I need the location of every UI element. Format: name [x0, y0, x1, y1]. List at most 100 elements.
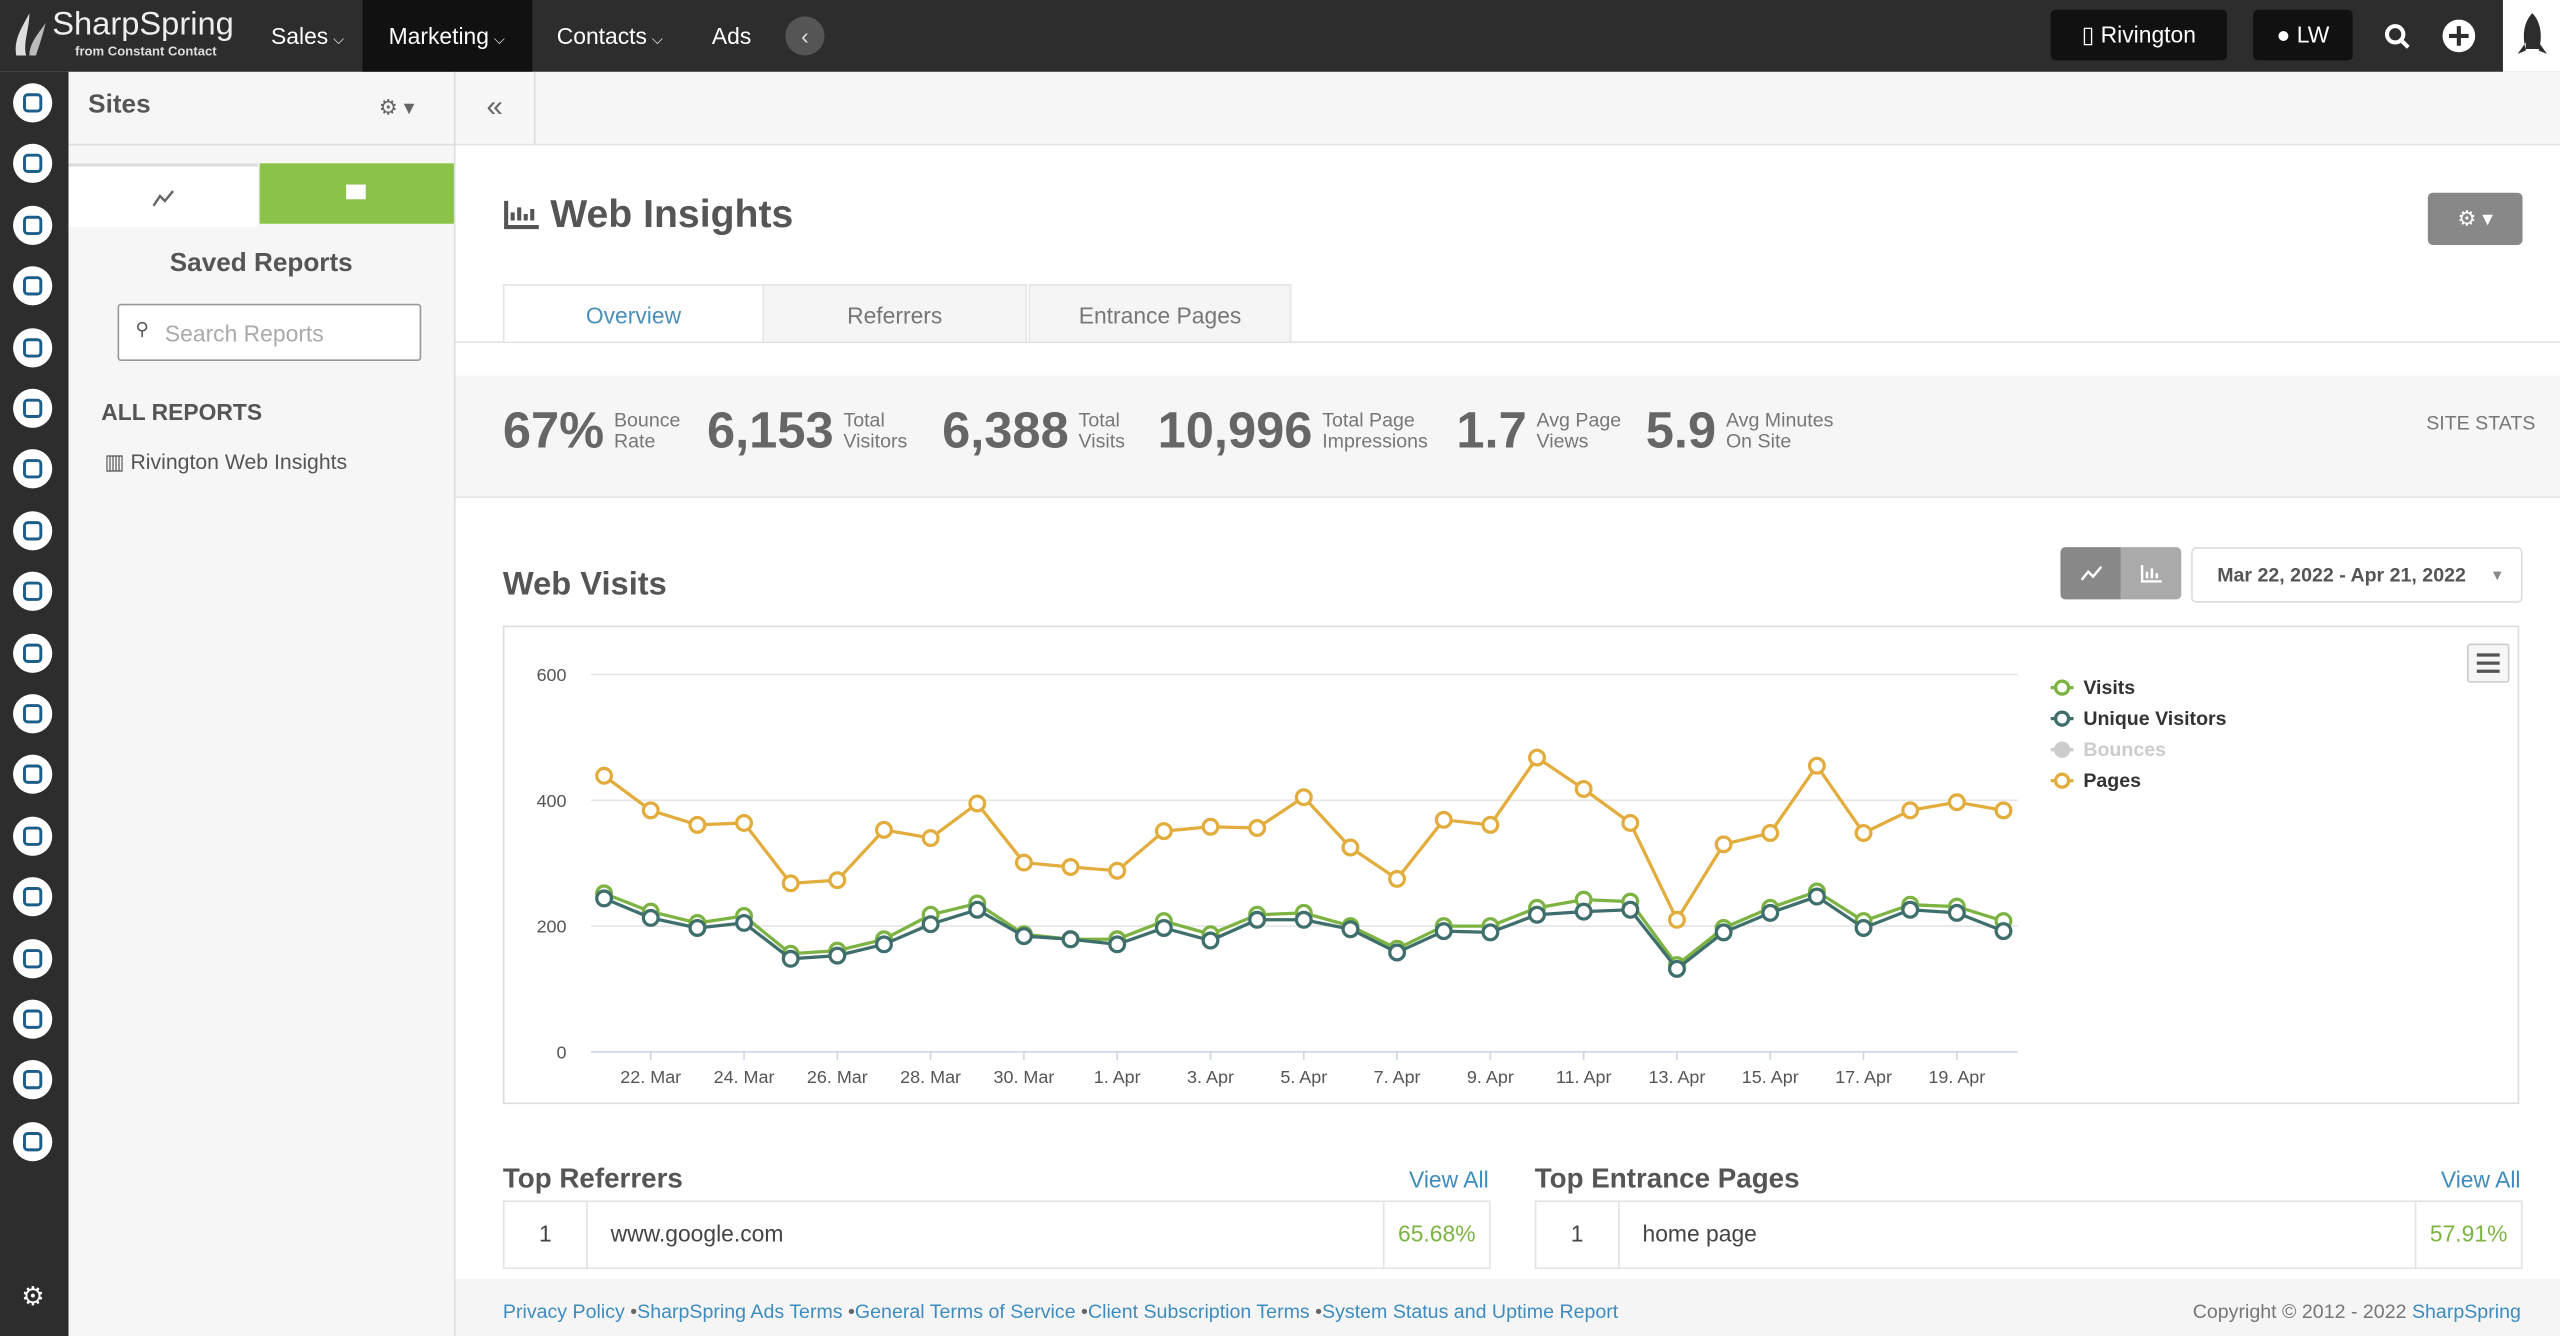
legend-label[interactable]: Visits — [2083, 677, 2135, 699]
x-tick-label: 1. Apr — [1094, 1067, 1141, 1087]
x-tick-label: 5. Apr — [1280, 1067, 1327, 1087]
account-button[interactable]: ▯ Rivington — [2050, 9, 2228, 61]
footer-links: Privacy PolicySharpSpring Ads TermsGener… — [503, 1279, 1618, 1336]
point — [1341, 838, 1360, 857]
footer-link[interactable]: General Terms of Service — [843, 1300, 1076, 1323]
rail-icon[interactable] — [0, 201, 69, 250]
point — [641, 801, 660, 820]
legend-label[interactable]: Pages — [2083, 770, 2141, 792]
point — [1621, 813, 1640, 832]
stat-label-line: Visits — [1078, 429, 1125, 453]
legend-marker — [2053, 741, 2071, 758]
line-icon — [2080, 565, 2103, 581]
stat: 6,153 Total Visitors — [707, 399, 907, 464]
nav-item[interactable]: Contacts ⌵ — [531, 0, 688, 72]
rail-icon[interactable] — [0, 811, 69, 860]
rail-icon[interactable] — [0, 567, 69, 616]
rail-icon[interactable] — [0, 384, 69, 433]
x-tick-label: 13. Apr — [1649, 1067, 1706, 1087]
x-tick-label: 3. Apr — [1187, 1067, 1234, 1087]
point — [1621, 900, 1640, 919]
rail-icon[interactable] — [0, 139, 69, 188]
bar-view[interactable] — [2120, 547, 2182, 600]
date-picker[interactable]: Mar 22, 2022 - Apr 21, 2022 ▼ — [2191, 547, 2523, 603]
report-link[interactable]: ▥ Rivington Web Insights — [104, 449, 348, 474]
stat-value: 6,388 — [942, 401, 1069, 459]
tab[interactable]: Entrance Pages — [1028, 284, 1292, 342]
stat-label-line: Visitors — [843, 429, 908, 453]
title-icon — [504, 200, 539, 230]
tab[interactable]: Referrers — [762, 284, 1027, 342]
x-tick-label: 15. Apr — [1742, 1067, 1799, 1087]
nav-item[interactable]: Marketing ⌵ — [362, 0, 533, 72]
rocket-icon — [2517, 13, 2548, 54]
launch[interactable] — [2502, 0, 2560, 72]
collapse-nav[interactable]: ‹ — [785, 16, 825, 56]
x-tick-label: 30. Mar — [993, 1067, 1054, 1087]
point — [1901, 900, 1920, 919]
chart: 0 200 400 600 22. Mar 24. Mar 26. Mar 28. Mar 30… — [537, 665, 2227, 1087]
search-placeholder: Search Reports — [164, 320, 324, 347]
stat-value: 5.9 — [1645, 401, 1717, 459]
rail-icon[interactable] — [0, 78, 69, 127]
stat-label: Total Page Impressions — [1322, 409, 1428, 452]
point — [1061, 930, 1080, 949]
rail-settings[interactable]: ⚙ — [21, 1283, 45, 1312]
point — [1434, 810, 1453, 829]
nav-item[interactable]: Ads — [686, 0, 777, 72]
stat-value: 1.7 — [1456, 401, 1527, 459]
sites-settings[interactable]: ⚙ ▾ — [378, 94, 415, 120]
chart-tab[interactable] — [68, 163, 258, 228]
rail-icon[interactable] — [0, 1117, 69, 1166]
search-reports[interactable]: ⚲ Search Reports — [117, 303, 422, 361]
tabs-line — [455, 341, 2560, 343]
x-tick-label: 24. Mar — [714, 1067, 775, 1087]
chart-menu[interactable] — [2467, 643, 2510, 683]
view-all[interactable]: View All — [2440, 1166, 2521, 1193]
point — [735, 913, 754, 932]
rail-icon[interactable] — [0, 689, 69, 738]
search-icon[interactable] — [2377, 16, 2416, 55]
main: « Web Insights ⚙ ▾ SITE STATS Web Visits… — [455, 71, 2560, 1336]
rail-icon[interactable] — [0, 750, 69, 799]
table-tab[interactable] — [259, 163, 454, 224]
rail-icon[interactable] — [0, 628, 69, 677]
account-name: Rivington — [2100, 21, 2196, 48]
rail-icon[interactable] — [0, 262, 69, 311]
y-tick-label: 400 — [537, 791, 567, 811]
rail-icon[interactable] — [0, 872, 69, 921]
rail-icon[interactable] — [0, 323, 69, 372]
legend-label[interactable]: Unique Visitors — [2083, 708, 2226, 730]
page-settings[interactable]: ⚙ ▾ — [2427, 192, 2523, 245]
footer-link[interactable]: Privacy Policy — [502, 1300, 625, 1323]
legend-marker — [2053, 679, 2071, 696]
line-view[interactable] — [2060, 547, 2121, 600]
stat: 6,388 Total Visits — [942, 399, 1125, 464]
stat-label-line: Avg Minutes — [1725, 408, 1834, 432]
footer-link[interactable]: SharpSpring Ads Terms — [625, 1300, 843, 1323]
stat-label: Bounce Rate — [613, 409, 680, 453]
point — [1388, 869, 1407, 888]
user-button[interactable]: ● LW — [2253, 9, 2353, 61]
footer-link[interactable]: Client Subscription Terms — [1076, 1300, 1310, 1323]
stat-label-line: Rate — [613, 429, 656, 453]
rail-icon[interactable] — [0, 934, 69, 983]
company-link[interactable]: SharpSpring — [2411, 1300, 2521, 1323]
table-row: 1 www.google.com 65.68% — [502, 1200, 1491, 1270]
point — [1014, 927, 1033, 946]
nav-item[interactable]: Sales ⌵ — [245, 0, 366, 72]
rail-icon[interactable] — [0, 506, 69, 555]
view-all[interactable]: View All — [1409, 1166, 1489, 1193]
footer-link[interactable]: System Status and Uptime Report — [1310, 1300, 1619, 1323]
copyright-text: Copyright © 2012 - 2022 — [2192, 1300, 2407, 1323]
collapse-sidebar[interactable]: « — [456, 71, 536, 144]
rail-icon[interactable] — [0, 1056, 69, 1105]
rail-icon[interactable] — [0, 995, 69, 1044]
point — [1154, 822, 1173, 841]
add-icon[interactable] — [2439, 16, 2478, 55]
rail-icon[interactable] — [0, 445, 69, 494]
point — [968, 900, 987, 919]
tab[interactable]: Overview — [502, 284, 765, 342]
report-name: Rivington Web Insights — [130, 449, 348, 474]
legend-label[interactable]: Bounces — [2083, 739, 2166, 761]
